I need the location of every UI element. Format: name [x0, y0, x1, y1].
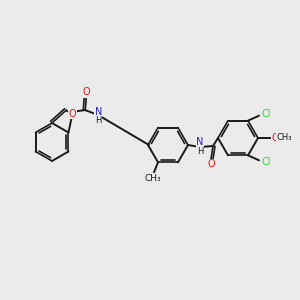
Text: N: N: [196, 137, 204, 147]
Text: O: O: [271, 133, 279, 143]
Text: N: N: [94, 107, 102, 117]
Text: H: H: [197, 146, 203, 155]
Text: H: H: [95, 116, 101, 124]
Text: O: O: [69, 109, 76, 119]
Text: O: O: [207, 159, 215, 169]
Text: Cl: Cl: [261, 157, 271, 167]
Text: CH₃: CH₃: [145, 174, 161, 183]
Text: Cl: Cl: [261, 109, 271, 119]
Text: O: O: [82, 87, 90, 97]
Text: CH₃: CH₃: [276, 134, 292, 142]
